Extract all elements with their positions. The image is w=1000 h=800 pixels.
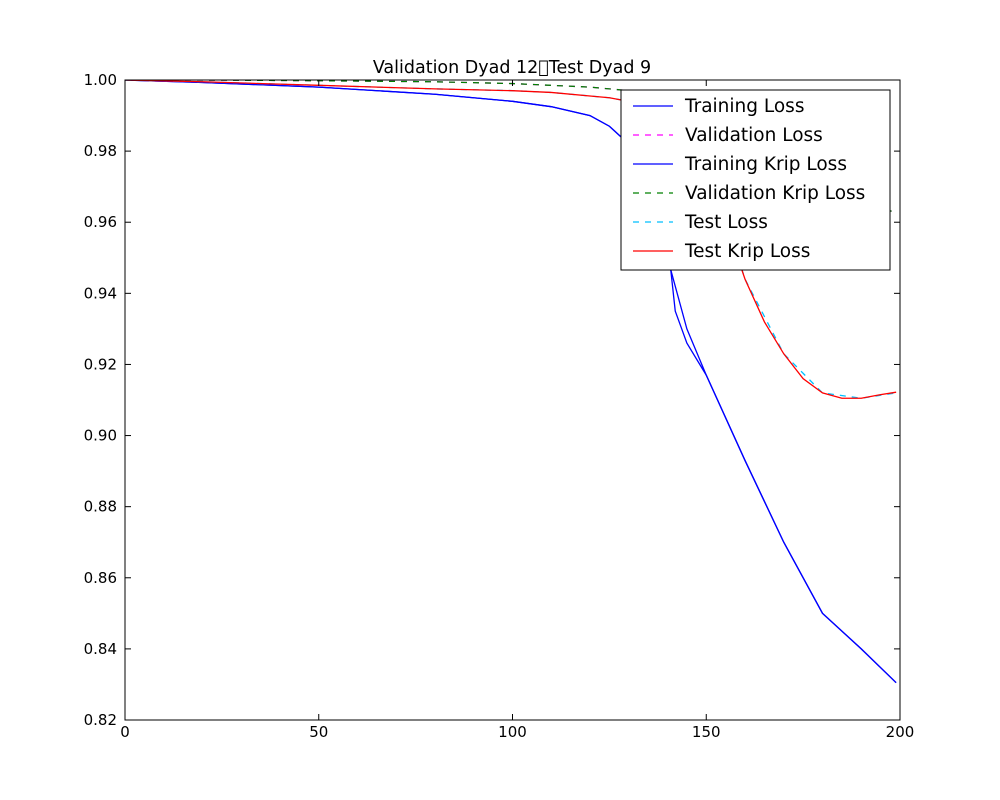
y-tick-label: 0.82 <box>84 711 117 729</box>
y-tick-label: 0.98 <box>84 142 117 160</box>
y-tick-label: 0.92 <box>84 355 117 373</box>
legend-label: Training Loss <box>684 96 804 117</box>
chart-title: Validation Dyad 12 Test Dyad 9 <box>373 58 651 78</box>
legend-label: Test Krip Loss <box>684 241 810 262</box>
legend-label: Validation Krip Loss <box>685 183 865 204</box>
series-line-validation-krip-loss <box>125 80 897 213</box>
legend-label: Test Loss <box>684 212 768 233</box>
x-tick-label: 100 <box>498 723 527 741</box>
x-tick-label: 50 <box>309 723 328 741</box>
x-tick-label: 150 <box>692 723 721 741</box>
legend-label: Validation Loss <box>685 125 823 146</box>
y-tick-label: 0.96 <box>84 213 117 231</box>
y-tick-label: 0.84 <box>84 640 117 658</box>
x-tick-label: 200 <box>886 723 915 741</box>
x-tick-label: 0 <box>120 723 130 741</box>
legend-label: Training Krip Loss <box>684 154 847 175</box>
y-tick-label: 0.88 <box>84 498 117 516</box>
legend-box <box>620 89 891 271</box>
axis-ticks: 0 50 100 150 200 0.82 0.84 0.86 0.88 0.90 0.92 0.94… <box>84 71 915 741</box>
y-tick-label: 1.00 <box>84 71 117 89</box>
y-tick-label: 0.94 <box>84 284 117 302</box>
legend: Training Loss Validation Loss Training Kri… <box>620 89 891 271</box>
y-tick-label: 0.90 <box>84 427 117 445</box>
y-tick-label: 0.86 <box>84 569 117 587</box>
